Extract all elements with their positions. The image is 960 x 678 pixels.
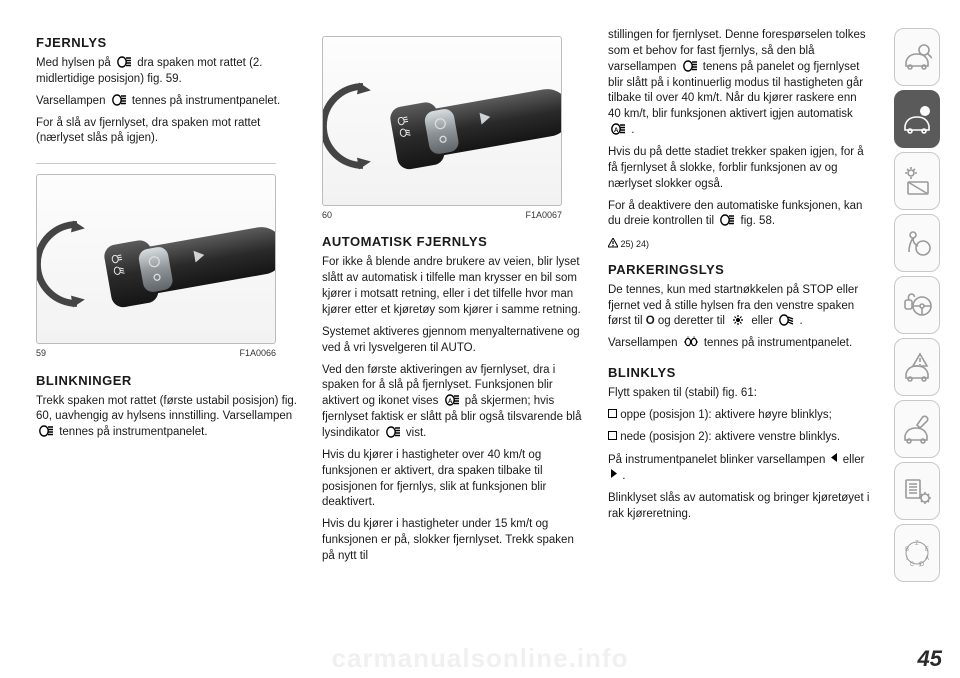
- bullet-icon: [608, 409, 617, 418]
- para: De tennes, kun med startnøkkelen på STOP…: [608, 283, 872, 331]
- text-o: O: [646, 315, 655, 327]
- highbeam-icon: [385, 426, 401, 438]
- para: For å slå av fjernlyset, dra spaken mot …: [36, 116, 300, 148]
- svg-text:Z: Z: [915, 541, 919, 547]
- para: Flytt spaken til (stabil) fig. 61:: [608, 386, 872, 402]
- para: nede (posisjon 2): aktivere venstre blin…: [608, 430, 872, 446]
- sidebar-item-display[interactable]: [894, 152, 940, 210]
- text: tennes på instrumentpanelet.: [132, 95, 280, 107]
- figure-num: 60: [322, 209, 332, 221]
- warning-codes: 25) 24): [621, 239, 650, 249]
- para: For å deaktivere den automatiske funksjo…: [608, 199, 872, 231]
- text: nede (posisjon 2): aktivere venstre blin…: [620, 431, 840, 443]
- sidebar-item-car-info[interactable]: i: [894, 90, 940, 148]
- para: Hvis du kjører i hastigheter over 40 km/…: [322, 448, 586, 511]
- text: Trekk spaken mot rattet (første ustabil …: [36, 395, 297, 423]
- heading-auto-fjernlys: AUTOMATISK FJERNLYS: [322, 233, 586, 251]
- svg-text:B: B: [905, 547, 909, 553]
- text: eller: [751, 315, 776, 327]
- svg-text:C: C: [910, 562, 915, 568]
- highbeam-icon: [682, 60, 698, 72]
- para: På instrumentpanelet blinker varsellampe…: [608, 452, 872, 486]
- para: oppe (posisjon 1): aktivere høyre blinkl…: [608, 408, 872, 424]
- heading-parkeringslys: PARKERINGSLYS: [608, 261, 872, 279]
- sidebar: i: [894, 28, 940, 650]
- sidebar-item-index[interactable]: Z E A D C I B T: [894, 524, 940, 582]
- text: oppe (posisjon 1): aktivere høyre blinkl…: [620, 409, 832, 421]
- figure-code: F1A0066: [239, 347, 276, 359]
- figure-caption: 60 F1A0067: [322, 209, 562, 221]
- sidebar-item-steering[interactable]: [894, 276, 940, 334]
- sidebar-item-car-warn[interactable]: [894, 338, 940, 396]
- para: Varsellampen tennes på instrumentpanelet…: [36, 94, 300, 110]
- figure-num: 59: [36, 347, 46, 359]
- para: Blinklyset slås av automatisk og bringer…: [608, 491, 872, 523]
- highbeam-icon: [116, 56, 132, 68]
- sidebar-item-car-wrench[interactable]: [894, 400, 940, 458]
- sidebar-item-airbag[interactable]: [894, 214, 940, 272]
- column-2: 60 F1A0067 AUTOMATISK FJERNLYS For ikke …: [322, 28, 586, 650]
- para: Ved den første aktiveringen av fjernlyse…: [322, 363, 586, 442]
- text: .: [622, 470, 625, 482]
- text: tennes på instrumentpanelet.: [59, 426, 207, 438]
- text: og deretter til: [658, 315, 728, 327]
- para: Trekk spaken mot rattet (første ustabil …: [36, 394, 300, 442]
- para: Hvis du kjører i hastigheter under 15 km…: [322, 517, 586, 565]
- svg-text:T: T: [918, 563, 922, 569]
- bullet-icon: [608, 431, 617, 440]
- text: fig. 58.: [741, 215, 776, 227]
- highbeam-icon: [38, 425, 54, 437]
- text: Varsellampen: [36, 95, 109, 107]
- figure-code: F1A0067: [525, 209, 562, 221]
- text: eller: [843, 454, 865, 466]
- heading-fjernlys: FJERNLYS: [36, 34, 300, 52]
- highbeam-icon: [111, 94, 127, 106]
- column-1: FJERNLYS Med hylsen på dra spaken mot ra…: [36, 28, 300, 650]
- highbeam-a-icon: [610, 123, 626, 135]
- sidebar-item-doc-gear[interactable]: [894, 462, 940, 520]
- sidebar-item-car-search[interactable]: [894, 28, 940, 86]
- text: .: [631, 124, 634, 136]
- svg-text:A: A: [925, 556, 929, 562]
- text: vist.: [406, 427, 426, 439]
- lowbeam-icon: [778, 314, 794, 326]
- text: tennes på instrumentpanelet.: [704, 337, 852, 349]
- arrow-right-icon: [608, 468, 619, 479]
- divider: [36, 163, 276, 164]
- page-number: 45: [918, 646, 942, 672]
- text: .: [800, 315, 803, 327]
- para: For ikke å blende andre brukere av veien…: [322, 255, 586, 318]
- text: På instrumentpanelet blinker varsellampe…: [608, 454, 829, 466]
- parklamp-icon: [683, 336, 699, 348]
- highbeam-a-icon: [444, 394, 460, 406]
- svg-text:E: E: [925, 547, 929, 553]
- heading-blinkninger: BLINKNINGER: [36, 372, 300, 390]
- para: Varsellampen tennes på instrumentpanelet…: [608, 336, 872, 352]
- figure-60: [322, 36, 562, 206]
- heading-blinklys: BLINKLYS: [608, 364, 872, 382]
- figure-caption: 59 F1A0066: [36, 347, 276, 359]
- column-3: stillingen for fjernlyset. Denne forespø…: [608, 28, 872, 650]
- text: Med hylsen på: [36, 57, 114, 69]
- arrow-left-icon: [829, 452, 840, 463]
- para: Med hylsen på dra spaken mot rattet (2. …: [36, 56, 300, 88]
- warning-ref: 25) 24): [608, 238, 872, 250]
- figure-59: [36, 174, 276, 344]
- para: stillingen for fjernlyset. Denne forespø…: [608, 28, 872, 139]
- warning-icon: [608, 238, 618, 248]
- para: Hvis du på dette stadiet trekker spaken …: [608, 145, 872, 193]
- highbeam-icon: [719, 214, 735, 226]
- para: Systemet aktiveres gjennom menyalternati…: [322, 325, 586, 357]
- text: Varsellampen: [608, 337, 681, 349]
- sidelight-icon: [730, 314, 746, 326]
